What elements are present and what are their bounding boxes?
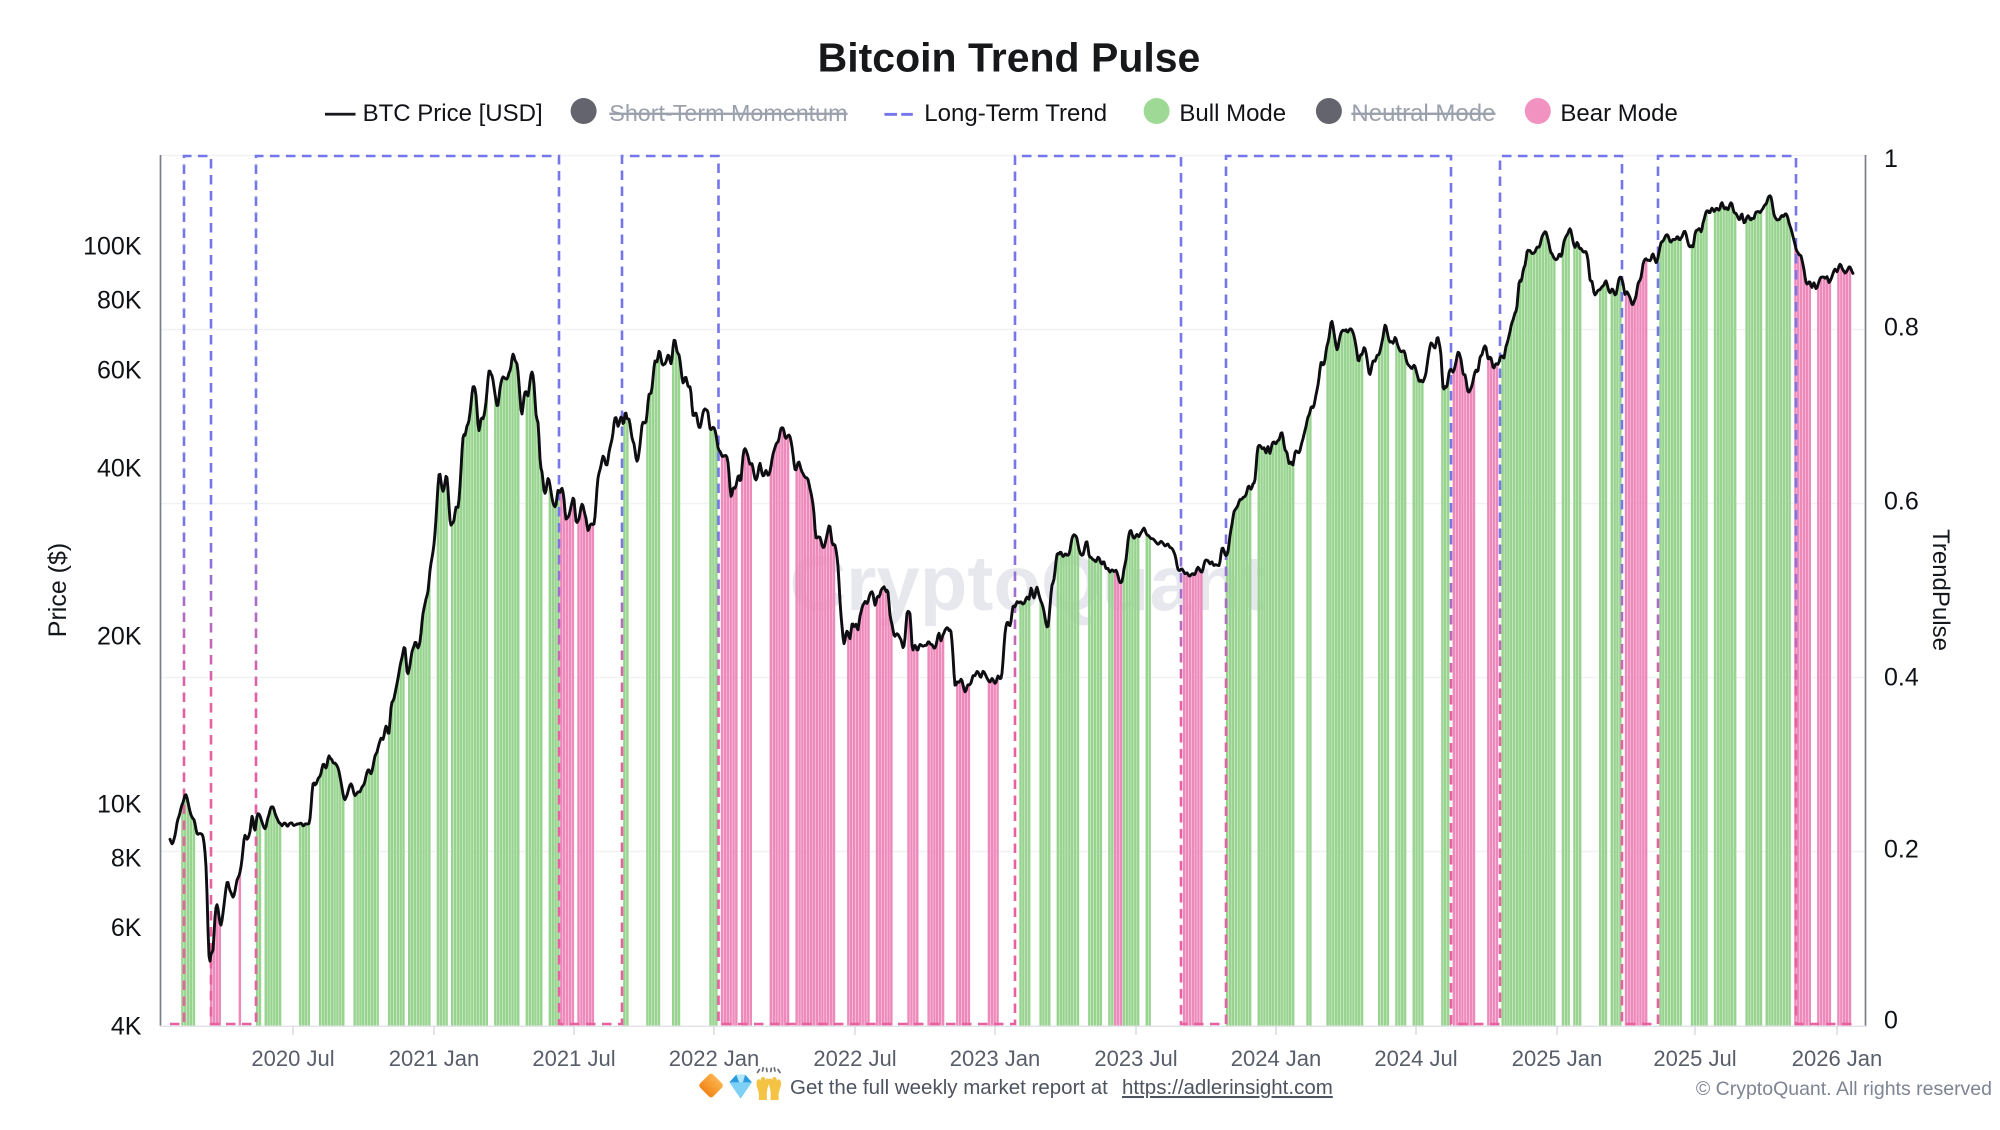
svg-text:2024 Jul: 2024 Jul (1374, 1046, 1457, 1071)
svg-text:8K: 8K (111, 844, 142, 872)
svg-text:Neutral Mode: Neutral Mode (1351, 100, 1495, 127)
svg-text:Short-Term Momentum: Short-Term Momentum (609, 100, 847, 126)
svg-text:4K: 4K (111, 1012, 142, 1040)
svg-text:BTC Price [USD]: BTC Price [USD] (363, 100, 543, 127)
svg-text:2022 Jul: 2022 Jul (813, 1046, 896, 1071)
svg-text:© CryptoQuant. All rights rese: © CryptoQuant. All rights reserved (1696, 1078, 1992, 1100)
svg-text:2021 Jul: 2021 Jul (532, 1046, 615, 1071)
svg-text:40K: 40K (97, 455, 142, 483)
svg-text:100K: 100K (83, 233, 142, 261)
svg-text:2026 Jan: 2026 Jan (1792, 1046, 1883, 1071)
svg-text:Long-Term Trend: Long-Term Trend (924, 100, 1107, 127)
svg-text:Bitcoin Trend Pulse: Bitcoin Trend Pulse (818, 35, 1201, 81)
svg-text:2025 Jan: 2025 Jan (1512, 1046, 1603, 1071)
svg-text:2024 Jan: 2024 Jan (1231, 1046, 1322, 1071)
svg-text:2023 Jul: 2023 Jul (1094, 1046, 1177, 1071)
svg-text:2021 Jan: 2021 Jan (389, 1046, 480, 1071)
svg-text:0.2: 0.2 (1884, 836, 1919, 864)
svg-text:0: 0 (1884, 1007, 1898, 1035)
svg-text:2020 Jul: 2020 Jul (251, 1046, 334, 1071)
svg-text:0.6: 0.6 (1884, 488, 1919, 516)
svg-text:https://adlerinsight.com: https://adlerinsight.com (1122, 1076, 1333, 1099)
svg-text:TrendPulse: TrendPulse (1927, 529, 1954, 651)
svg-text:Get the full weekly market rep: Get the full weekly market report at (790, 1076, 1108, 1099)
svg-text:10K: 10K (97, 790, 142, 818)
svg-text:0.8: 0.8 (1884, 314, 1919, 342)
svg-text:20K: 20K (97, 623, 142, 651)
svg-text:2025 Jul: 2025 Jul (1653, 1046, 1736, 1071)
svg-text:Bear Mode: Bear Mode (1560, 100, 1677, 127)
svg-text:2022 Jan: 2022 Jan (669, 1046, 760, 1071)
svg-text:2023 Jan: 2023 Jan (950, 1046, 1041, 1071)
svg-text:6K: 6K (111, 914, 142, 942)
svg-text:1: 1 (1884, 145, 1898, 173)
svg-text:0.4: 0.4 (1884, 664, 1919, 692)
svg-text:60K: 60K (97, 356, 142, 384)
svg-text:Bull Mode: Bull Mode (1179, 100, 1286, 127)
svg-text:80K: 80K (97, 287, 142, 315)
svg-text:Price ($): Price ($) (44, 543, 72, 637)
